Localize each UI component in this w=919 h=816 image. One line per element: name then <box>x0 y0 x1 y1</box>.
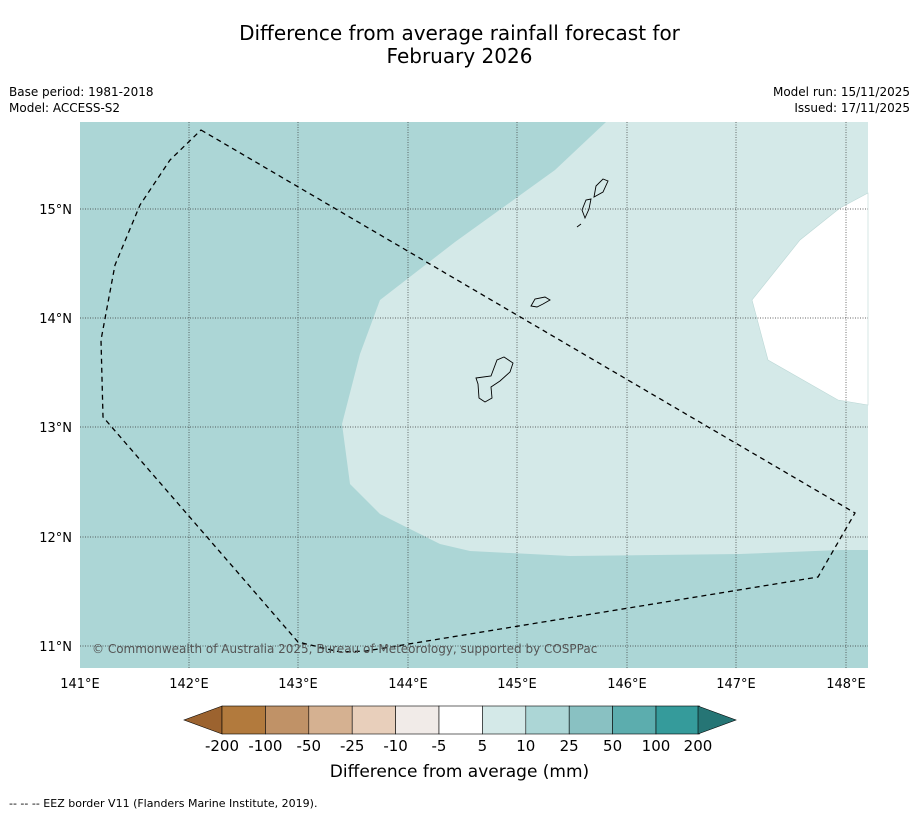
colorbar-swatch <box>655 705 700 735</box>
colorbar-tick: 25 <box>560 737 579 755</box>
lat-tick: 12°N <box>39 531 72 546</box>
issued-date: Issued: 17/11/2025 <box>794 101 910 115</box>
colorbar-ticks: -200 -100 -50 -25 -10 -5 5 10 25 50 100 … <box>205 737 712 755</box>
lon-tick: 144°E <box>388 677 428 692</box>
map-figure: 141°E 142°E 143°E 144°E 145°E 146°E 147°… <box>39 122 869 755</box>
colorbar-extend-high <box>697 705 737 735</box>
colorbar-swatch <box>568 705 613 735</box>
lon-tick: 141°E <box>60 677 100 692</box>
colorbar-tick: 50 <box>603 737 622 755</box>
title-line-2: February 2026 <box>386 44 533 68</box>
copyright-notice: © Commonwealth of Australia 2025, Bureau… <box>92 642 597 656</box>
colorbar-swatch <box>265 705 310 735</box>
gridlines <box>80 122 868 668</box>
lon-tick: 148°E <box>826 677 866 692</box>
model-name: Model: ACCESS-S2 <box>9 101 121 115</box>
title-line-1: Difference from average rainfall forecas… <box>239 21 680 45</box>
colorbar-swatch <box>221 705 266 735</box>
region-5-10 <box>342 122 868 556</box>
lat-tick: 14°N <box>39 312 72 327</box>
colorbar-swatch <box>395 705 440 735</box>
colorbar-swatch <box>438 705 483 735</box>
lon-tick: 143°E <box>278 677 318 692</box>
region-neutral <box>751 192 869 406</box>
lon-tick: 146°E <box>607 677 647 692</box>
footer-legend: -- -- -- EEZ border V11 (Flanders Marine… <box>9 797 318 810</box>
colorbar <box>183 705 737 735</box>
colorbar-tick: -200 <box>205 737 239 755</box>
colorbar-swatch <box>482 705 527 735</box>
lon-tick: 142°E <box>169 677 209 692</box>
lat-tick: 13°N <box>39 421 72 436</box>
island-rota <box>530 296 551 308</box>
lon-tick: 147°E <box>716 677 756 692</box>
lon-tick: 145°E <box>497 677 537 692</box>
lat-tick-labels: 15°N 14°N 13°N 12°N 11°N <box>39 203 72 655</box>
meta-left: Base period: 1981-2018 Model: ACCESS-S2 <box>9 84 154 116</box>
colorbar-label: Difference from average (mm) <box>329 762 590 782</box>
colorbar-tick: -50 <box>297 737 322 755</box>
colorbar-tick: 200 <box>684 737 713 755</box>
island-saipan <box>593 178 609 198</box>
colorbar-swatch <box>308 705 353 735</box>
island-guam <box>475 356 514 403</box>
colorbar-tick: -25 <box>340 737 365 755</box>
colorbar-tick: 5 <box>478 737 488 755</box>
lon-tick-labels: 141°E 142°E 143°E 144°E 145°E 146°E 147°… <box>60 677 866 692</box>
lat-tick: 11°N <box>39 640 72 655</box>
colorbar-swatch <box>612 705 657 735</box>
colorbar-tick: 10 <box>516 737 535 755</box>
meta-right: Model run: 15/11/2025 Issued: 17/11/2025 <box>773 84 910 116</box>
colorbar-swatch <box>525 705 570 735</box>
colorbar-tick: -10 <box>383 737 408 755</box>
colorbar-extend-low <box>183 705 223 735</box>
eez-border <box>100 129 856 653</box>
island-tinian <box>581 198 592 220</box>
islands <box>475 178 609 403</box>
base-period: Base period: 1981-2018 <box>9 85 154 99</box>
chart-title: Difference from average rainfall forecas… <box>0 22 919 68</box>
island-aguijan <box>576 223 582 228</box>
lat-tick: 15°N <box>39 203 72 218</box>
model-run: Model run: 15/11/2025 <box>772 85 910 99</box>
colorbar-tick: 100 <box>642 737 671 755</box>
colorbar-swatch <box>351 705 396 735</box>
colorbar-tick: -100 <box>248 737 282 755</box>
colorbar-tick: -5 <box>432 737 447 755</box>
